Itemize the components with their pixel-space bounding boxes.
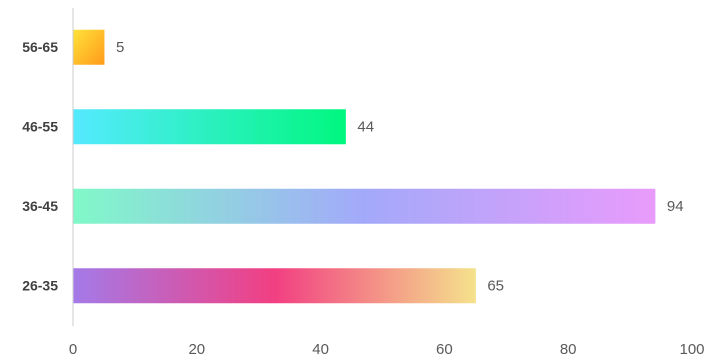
bar [73, 109, 346, 145]
y-tick-label: 46-55 [22, 118, 58, 134]
x-tick-label: 80 [560, 341, 577, 358]
y-tick-label: 26-35 [22, 277, 58, 293]
value-label: 94 [667, 198, 684, 215]
x-tick-label: 20 [188, 341, 205, 358]
bar [73, 268, 476, 304]
value-label: 5 [116, 39, 124, 56]
x-tick-label: 60 [436, 341, 453, 358]
x-tick-label: 100 [679, 341, 704, 358]
value-label: 65 [487, 278, 504, 295]
x-tick-label: 0 [69, 341, 77, 358]
x-tick-label: 40 [312, 341, 329, 358]
value-label: 44 [357, 119, 374, 136]
bar [73, 29, 105, 65]
y-tick-label: 56-65 [22, 39, 58, 55]
y-tick-label: 36-45 [22, 198, 58, 214]
bar [73, 188, 656, 224]
